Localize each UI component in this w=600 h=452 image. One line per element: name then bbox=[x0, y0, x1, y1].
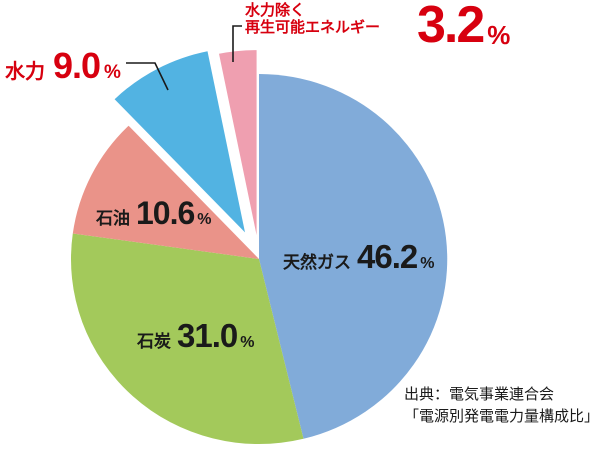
source-note-line2: 「電源別発電電力量構成比」 bbox=[404, 407, 600, 425]
label-oil-value: 10.6 bbox=[136, 195, 195, 231]
source-note: 出典：電気事業連合会 「電源別発電電力量構成比」 bbox=[404, 384, 599, 427]
label-coal-name: 石炭 bbox=[137, 332, 171, 351]
label-renewables-unit: % bbox=[487, 20, 511, 50]
label-hydro-value: 9.0 bbox=[53, 45, 101, 86]
label-oil: 石油 10.6 % bbox=[96, 197, 212, 229]
label-oil-name: 石油 bbox=[96, 209, 130, 228]
label-coal: 石炭 31.0 % bbox=[137, 319, 254, 352]
label-renewables-ex-hydro: 水力除く 再生可能エネルギー 3.2 % bbox=[245, 0, 511, 54]
label-natural-gas: 天然ガス 46.2 % bbox=[283, 240, 434, 273]
label-hydro: 水力 9.0 % bbox=[5, 48, 121, 84]
label-hydro-name: 水力 bbox=[5, 61, 45, 83]
source-note-line1: 出典：電気事業連合会 bbox=[404, 386, 555, 403]
pie-slice-oil bbox=[72, 125, 259, 259]
label-renewables-name-line2: 再生可能エネルギー bbox=[245, 19, 381, 36]
label-natural-gas-value: 46.2 bbox=[357, 238, 418, 275]
label-natural-gas-name: 天然ガス bbox=[283, 253, 351, 272]
label-renewables-name: 水力除く 再生可能エネルギー bbox=[245, 2, 407, 36]
pie-slice-renewables-ex-hydro bbox=[219, 50, 257, 236]
leader-line-renewables-ex-hydro bbox=[232, 25, 242, 62]
label-oil-unit: % bbox=[197, 211, 212, 228]
pie-slice-natural-gas bbox=[259, 73, 448, 439]
label-renewables-value: 3.2 bbox=[417, 0, 485, 54]
pie-slice-hydro bbox=[114, 51, 245, 233]
label-hydro-unit: % bbox=[104, 62, 121, 83]
label-coal-value: 31.0 bbox=[177, 317, 238, 354]
leader-line-hydro bbox=[126, 62, 169, 91]
pie-slice-coal bbox=[70, 233, 304, 445]
label-coal-unit: % bbox=[240, 334, 255, 351]
label-natural-gas-unit: % bbox=[420, 255, 435, 272]
label-renewables-name-line1: 水力除く bbox=[245, 2, 306, 19]
